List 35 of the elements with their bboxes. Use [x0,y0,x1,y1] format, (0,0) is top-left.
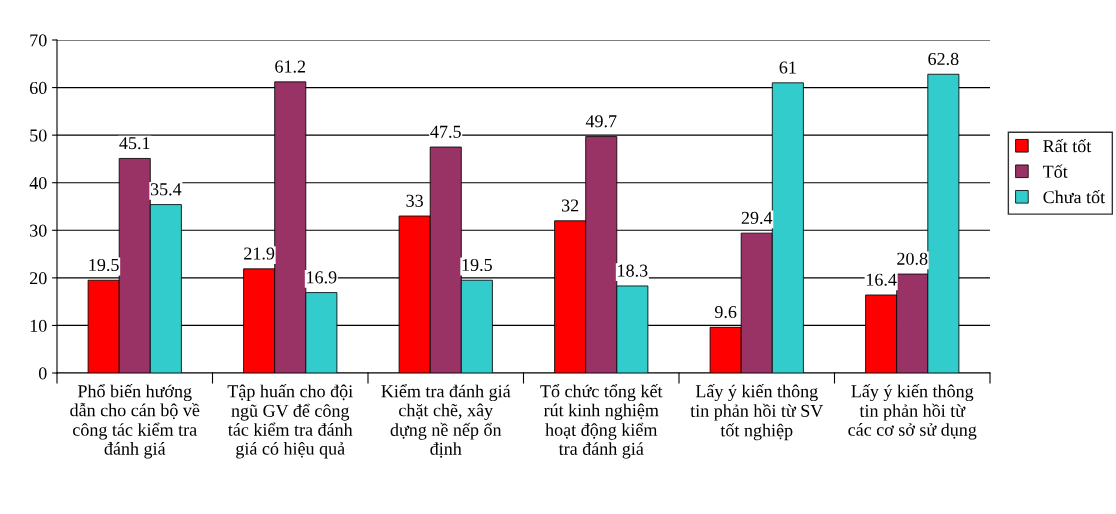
data-label: 61 [779,61,796,74]
legend-label: Tốt [1042,164,1068,178]
y-tick-label: 60 [30,81,47,95]
data-label: 9.6 [714,305,737,319]
data-label: 29.4 [741,211,773,224]
data-label: 47.5 [430,125,461,138]
data-label: 16.4 [866,273,897,286]
data-label: 20.8 [897,252,928,265]
x-tick-label: Tập huấn cho đội ngũ GV để công tác kiểm tra đánh giá có hiệu quả [227,384,353,459]
x-tick-label: Phổ biến hướng dẫn cho cán bộ về công tác kiểm tra đánh giá [70,384,200,459]
y-tick-label: 20 [30,272,47,285]
y-tick-label: 40 [29,176,47,190]
data-label: 49.7 [585,115,617,128]
y-tick-label: 30 [30,224,47,237]
data-label: 62.8 [928,52,959,66]
data-label: 19.5 [89,258,119,272]
legend-label: Chưa tốt [1043,190,1105,204]
y-tick-label: 70 [30,34,47,47]
data-label: 33 [406,194,423,207]
data-label: 35.4 [150,183,182,196]
data-label: 18.3 [618,264,648,277]
data-label: 32 [561,199,579,212]
data-label: 61.2 [275,60,306,73]
x-tick-label: Tổ chức tổng kết rút kinh nghiệm hoạt động kiểm tra đánh giá [540,384,663,459]
y-tick-label: 50 [30,129,47,142]
x-tick-label: Lấy ý kiến thông tin phản hồi từ các cơ sở sử dụng [848,384,977,440]
x-tick-label: Lấy ý kiến thông tin phản hồi từ SV tốt nghiệp [690,384,824,441]
data-label: 45.1 [119,137,150,150]
data-label: 21.9 [244,247,275,260]
data-label: 16.9 [307,271,337,284]
x-tick-label: Kiểm tra đánh giá chặt chẽ, xây dựng nề nếp ổn định [381,384,511,458]
y-tick-label: 10 [30,319,47,332]
legend-label: Rất tốt [1043,139,1092,153]
data-label: 19.5 [462,258,492,272]
y-tick-label: 0 [38,367,47,380]
